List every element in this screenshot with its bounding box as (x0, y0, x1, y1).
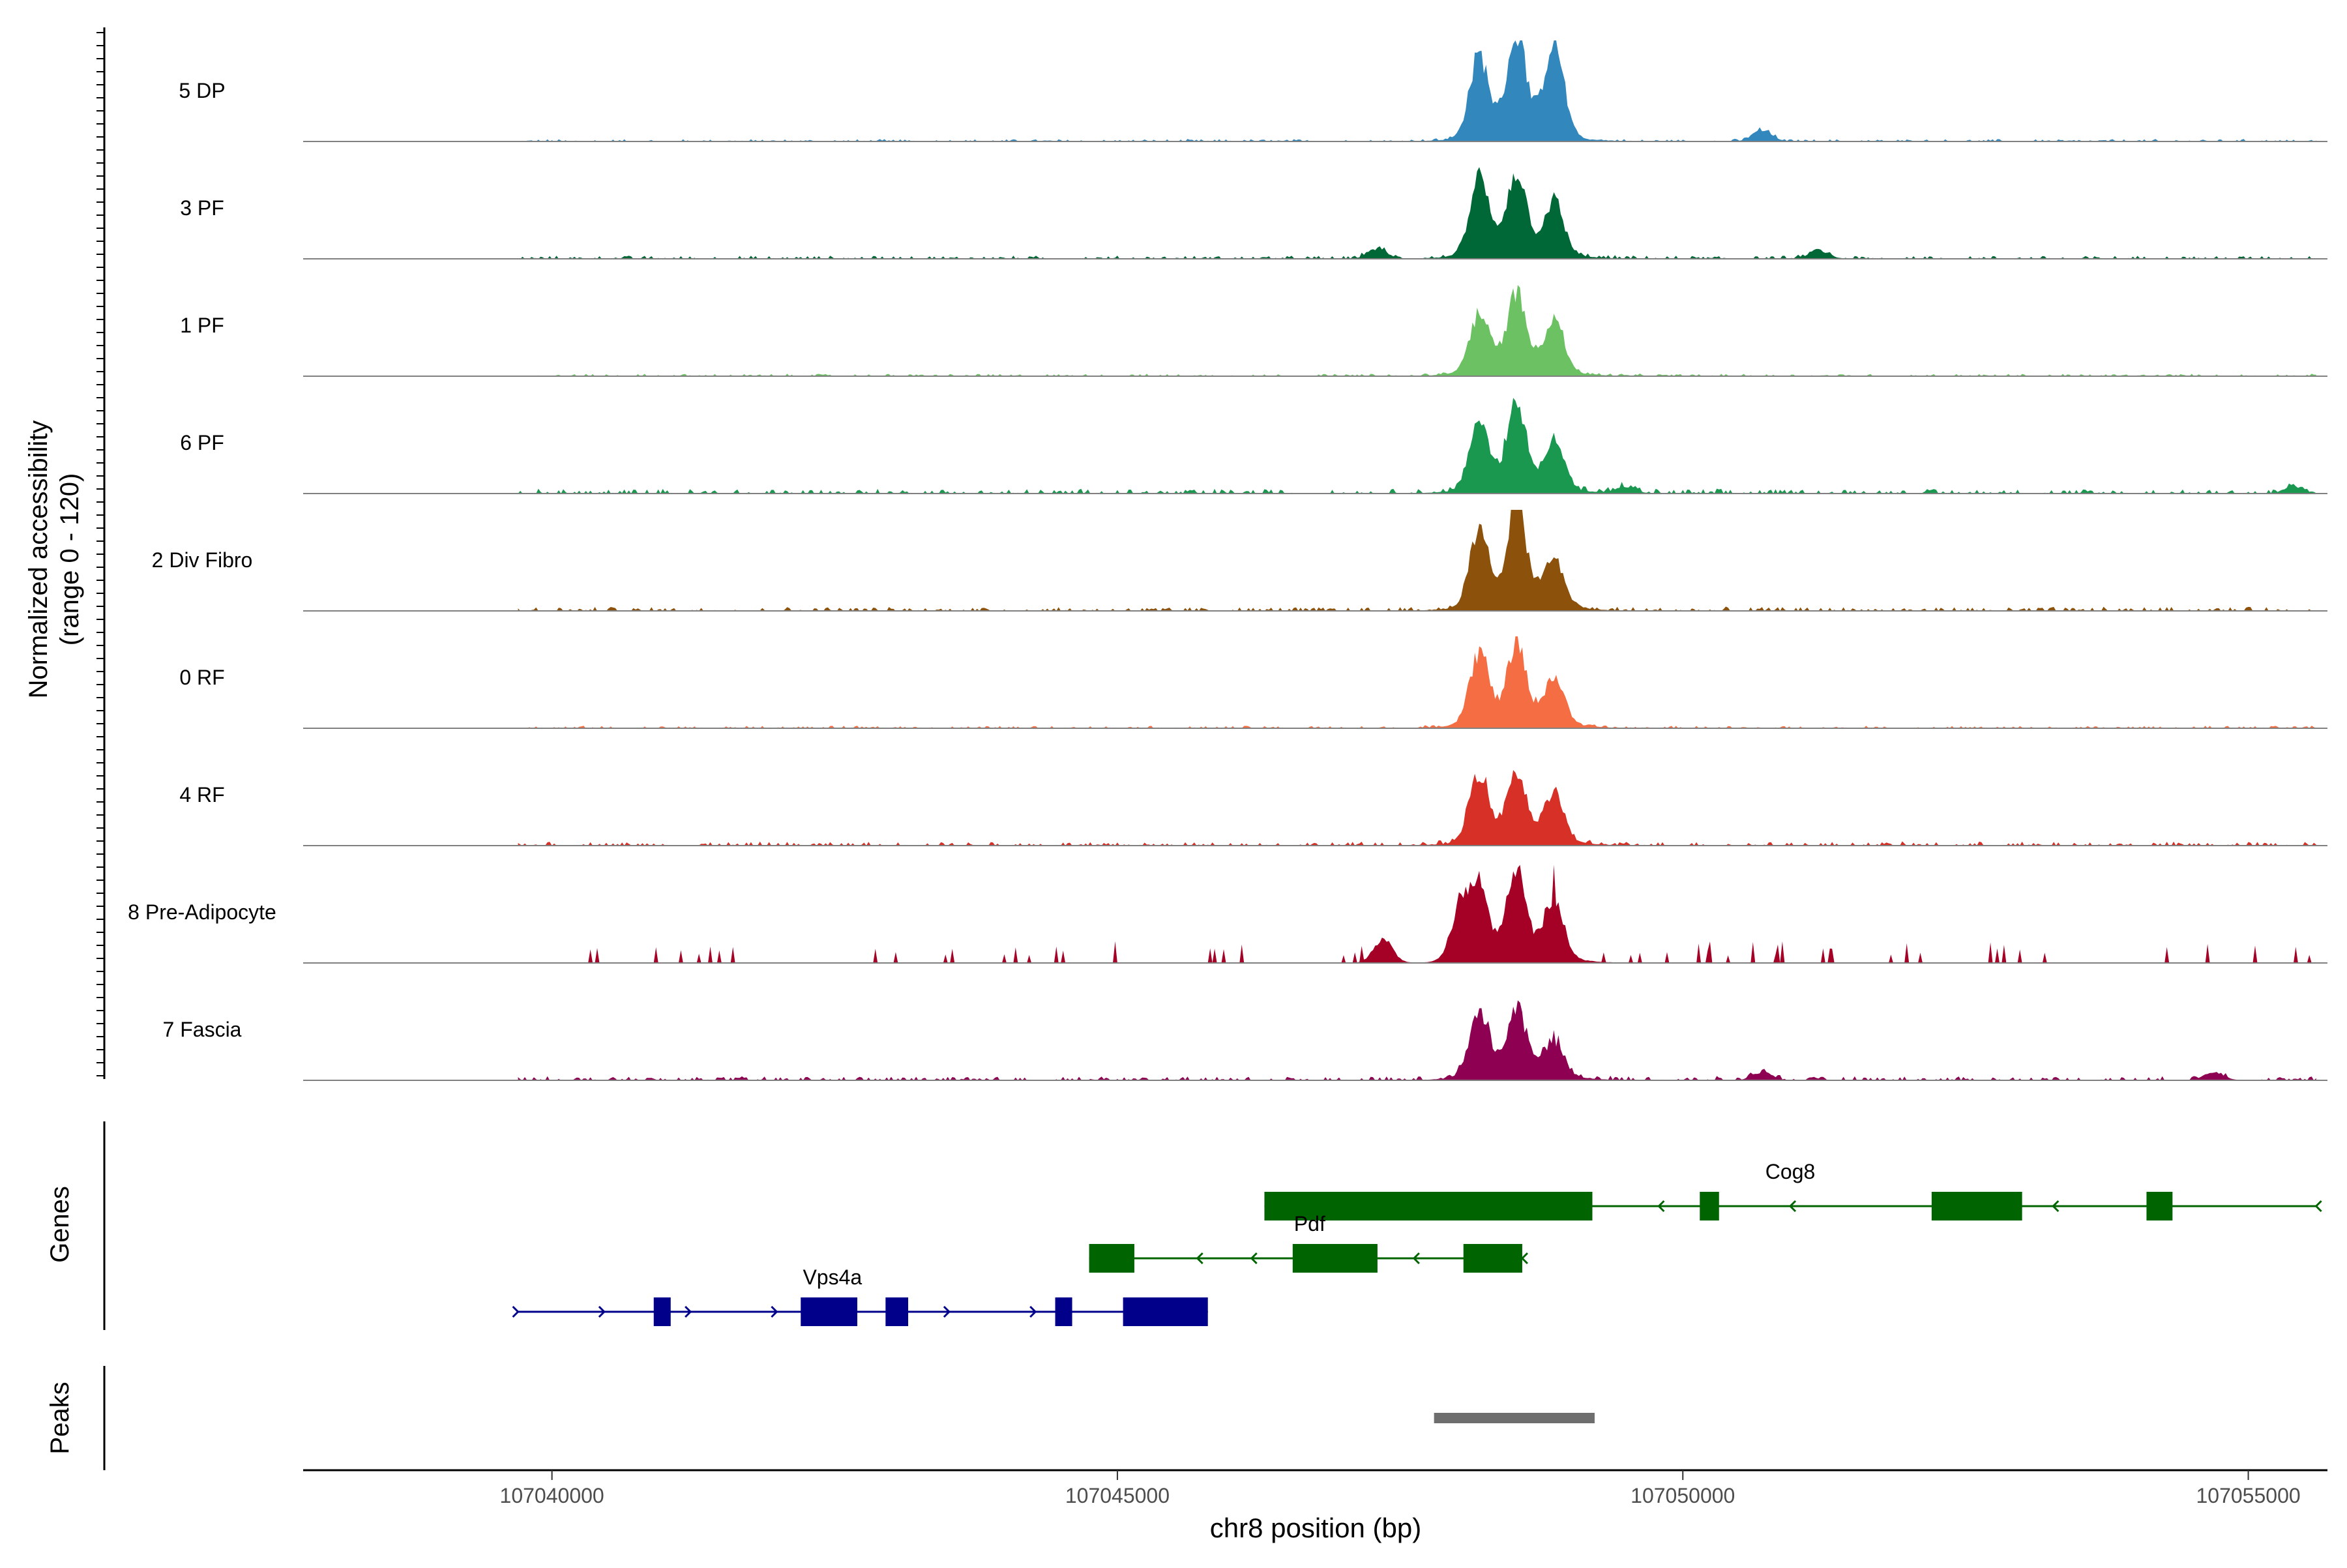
gene-label-pdf: Pdf (1294, 1212, 1325, 1235)
gene-vps4a: Vps4a (512, 1265, 1208, 1326)
coverage-area-8 (518, 1000, 2316, 1080)
peak-region-0 (1434, 1413, 1595, 1423)
strand-arrow-icon (1029, 1305, 1037, 1318)
exon-vps4a (801, 1297, 857, 1326)
tracks-layer (303, 40, 2327, 1081)
exon-vps4a (1123, 1297, 1208, 1326)
y-axis-label-range: (range 0 - 120) (55, 473, 84, 646)
track-2 (303, 285, 2327, 377)
y-axis-label: Normalized accessibility (24, 421, 53, 699)
track-label-4: 2 Div Fibro (152, 548, 253, 572)
coverage-area-2 (518, 285, 2316, 376)
track-5 (303, 636, 2327, 729)
gene-cog8: Cog8 (1264, 1160, 2322, 1220)
track-labels: 5 DP 3 PF 1 PF 6 PF 2 Div Fibro 0 RF 4 RF 8 Pre… (128, 79, 276, 1041)
exon-vps4a (653, 1297, 671, 1326)
exon-vps4a (885, 1297, 909, 1326)
exon-cog8 (1264, 1192, 1593, 1220)
peaks-axis-label: Peaks (46, 1382, 74, 1454)
gene-pdf: Pdf (1089, 1212, 1529, 1273)
gene-label-cog8: Cog8 (1765, 1160, 1816, 1183)
gene-label-vps4a: Vps4a (803, 1265, 862, 1289)
track-label-2: 1 PF (180, 314, 224, 337)
strand-arrow-icon (598, 1305, 606, 1318)
exon-cog8 (1931, 1192, 2022, 1220)
track-4 (303, 510, 2327, 612)
track-6 (303, 770, 2327, 846)
coverage-area-4 (518, 510, 2316, 611)
track-7 (303, 865, 2327, 964)
track-0 (303, 40, 2327, 142)
strand-arrow-icon (2314, 1200, 2322, 1213)
track-label-5: 0 RF (179, 666, 224, 689)
genes-axis-label: Genes (46, 1186, 74, 1263)
x-tick-label-1: 107045000 (1065, 1484, 1170, 1507)
coverage-area-5 (518, 636, 2316, 728)
strand-arrow-icon (1520, 1252, 1529, 1265)
axis-layer: 107040000 107045000 107050000 107055000 (96, 27, 2327, 1507)
strand-arrow-icon (1250, 1252, 1258, 1265)
strand-arrow-icon (2052, 1200, 2059, 1213)
track-label-6: 4 RF (179, 783, 224, 806)
peaks-layer (1434, 1413, 1595, 1423)
strand-arrow-icon (1412, 1252, 1420, 1265)
x-axis-label: chr8 position (bp) (1210, 1513, 1422, 1543)
strand-arrow-icon (943, 1305, 951, 1318)
coverage-area-7 (518, 865, 2316, 963)
track-label-8: 7 Fascia (163, 1018, 242, 1041)
track-3 (303, 398, 2327, 494)
exon-cog8 (1700, 1192, 1719, 1220)
track-label-1: 3 PF (180, 196, 224, 220)
coverage-area-6 (518, 770, 2316, 846)
exon-pdf (1089, 1244, 1134, 1273)
x-tick-label-3: 107055000 (2196, 1484, 2300, 1507)
x-tick-label-2: 107050000 (1631, 1484, 1735, 1507)
strand-arrow-icon (1657, 1200, 1665, 1213)
coverage-area-0 (518, 40, 2316, 141)
strand-arrow-icon (685, 1305, 692, 1318)
strand-arrow-icon (512, 1305, 520, 1318)
strand-arrow-icon (771, 1305, 778, 1318)
track-label-3: 6 PF (180, 431, 224, 454)
x-tick-label-0: 107040000 (500, 1484, 604, 1507)
track-label-7: 8 Pre-Adipocyte (128, 900, 276, 924)
exon-vps4a (1055, 1297, 1072, 1326)
coverage-area-3 (518, 398, 2316, 494)
track-8 (303, 1000, 2327, 1081)
strand-arrow-icon (1196, 1252, 1203, 1265)
exon-pdf (1292, 1244, 1378, 1273)
track-label-0: 5 DP (179, 79, 225, 102)
track-1 (303, 167, 2327, 259)
genes-layer: Cog8 Pdf Vps4a (512, 1160, 2322, 1326)
exon-cog8 (2146, 1192, 2173, 1220)
exon-pdf (1463, 1244, 1522, 1273)
strand-arrow-icon (1788, 1200, 1797, 1213)
coverage-area-1 (518, 167, 2316, 259)
